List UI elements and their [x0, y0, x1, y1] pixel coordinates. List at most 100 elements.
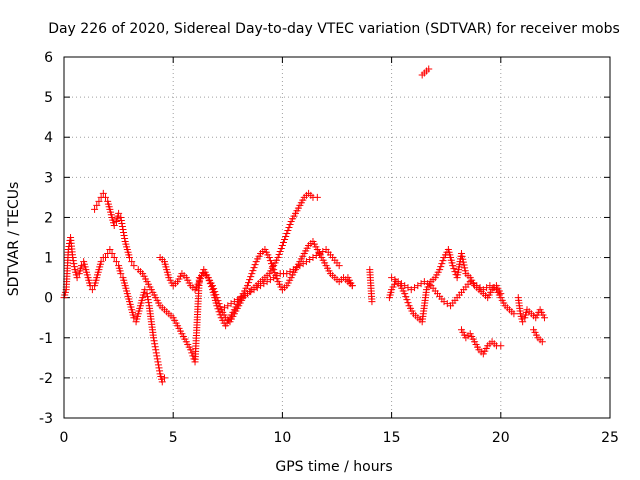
- data-point: [449, 262, 457, 270]
- data-point: [115, 209, 123, 217]
- data-point: [460, 261, 468, 269]
- data-point: [313, 193, 321, 201]
- data-point: [117, 216, 125, 224]
- data-point: [151, 343, 159, 351]
- data-point: [144, 293, 152, 301]
- y-tick-label: 3: [44, 170, 53, 186]
- data-point: [108, 250, 116, 258]
- data-point: [77, 262, 85, 270]
- data-point: [278, 242, 286, 250]
- data-point: [91, 205, 99, 213]
- data-point: [461, 264, 469, 272]
- data-point: [154, 358, 162, 366]
- y-tick-label: 5: [44, 90, 53, 106]
- data-point: [285, 223, 293, 231]
- y-tick-label: -1: [39, 331, 53, 347]
- data-point: [538, 338, 546, 346]
- data-point: [152, 349, 160, 357]
- data-point: [155, 364, 163, 372]
- data-points: [60, 65, 548, 386]
- data-point: [243, 282, 251, 290]
- data-point: [404, 299, 412, 307]
- data-point: [281, 236, 289, 244]
- data-point: [248, 270, 256, 278]
- data-point: [145, 299, 153, 307]
- data-point: [118, 222, 126, 230]
- data-point: [110, 221, 118, 229]
- data-point: [70, 263, 78, 271]
- data-point: [216, 311, 224, 319]
- series-mobs-3: [134, 189, 321, 366]
- data-point: [425, 65, 433, 73]
- data-point: [269, 263, 277, 271]
- data-point: [117, 270, 125, 278]
- data-point: [450, 265, 458, 273]
- data-point: [282, 232, 290, 240]
- series-mobs-6: [344, 246, 505, 326]
- data-point: [205, 277, 213, 285]
- data-point: [187, 346, 195, 354]
- data-point: [245, 279, 253, 287]
- data-point: [156, 367, 164, 375]
- data-point: [438, 260, 446, 268]
- x-axis-label: GPS time / hours: [275, 459, 392, 475]
- data-point: [69, 254, 77, 262]
- data-point: [70, 260, 78, 268]
- data-point: [73, 274, 81, 282]
- data-point: [459, 255, 467, 263]
- series-mobs-1: [60, 234, 168, 386]
- data-point: [284, 226, 292, 234]
- data-point: [110, 254, 118, 262]
- data-point: [204, 274, 212, 282]
- axis-ticks: [63, 56, 611, 419]
- data-point: [112, 258, 120, 266]
- x-tick-label: 15: [383, 430, 401, 446]
- series-mobs-5: [217, 246, 343, 314]
- data-point: [461, 267, 469, 275]
- data-point: [153, 352, 161, 360]
- data-point: [197, 275, 204, 283]
- data-point: [436, 266, 444, 274]
- data-point: [402, 293, 410, 301]
- series-mobs-2: [91, 189, 138, 270]
- data-point: [143, 290, 151, 298]
- data-point: [368, 298, 376, 306]
- data-point: [195, 278, 203, 286]
- data-point: [121, 235, 129, 243]
- data-point: [213, 302, 221, 310]
- x-tick-label: 20: [492, 430, 510, 446]
- data-point: [286, 220, 294, 228]
- data-point: [153, 355, 161, 363]
- data-point: [120, 231, 128, 239]
- data-point: [401, 290, 409, 298]
- tick-labels: 0 5 10 15 20 25 -3 -2 -1 0 1 2 3 4 5 6: [39, 50, 619, 446]
- grid-lines: [64, 57, 610, 418]
- series-mobs-9: [514, 294, 548, 346]
- data-point: [101, 193, 109, 201]
- data-point: [519, 318, 527, 326]
- data-point: [206, 280, 214, 288]
- data-point: [160, 374, 168, 382]
- data-point: [214, 305, 222, 313]
- data-point: [277, 245, 285, 253]
- plot-frame: [63, 56, 611, 419]
- data-point: [457, 250, 465, 258]
- data-point: [95, 197, 103, 205]
- data-point: [459, 258, 467, 266]
- data-point: [458, 252, 466, 260]
- series-mobs-10: [418, 65, 433, 79]
- data-point: [207, 283, 215, 291]
- data-point: [249, 267, 257, 275]
- chart-title: Day 226 of 2020, Sidereal Day-to-day VTE…: [48, 21, 620, 37]
- y-tick-label: 1: [44, 251, 53, 267]
- series-mobs-7: [388, 274, 518, 318]
- data-point: [437, 263, 445, 271]
- x-tick-label: 0: [60, 430, 69, 446]
- data-point: [279, 239, 287, 247]
- series-mobs-8: [457, 326, 505, 358]
- x-tick-label: 25: [601, 430, 619, 446]
- y-tick-label: 6: [44, 50, 53, 66]
- data-point: [150, 337, 158, 345]
- x-tick-label: 5: [169, 430, 178, 446]
